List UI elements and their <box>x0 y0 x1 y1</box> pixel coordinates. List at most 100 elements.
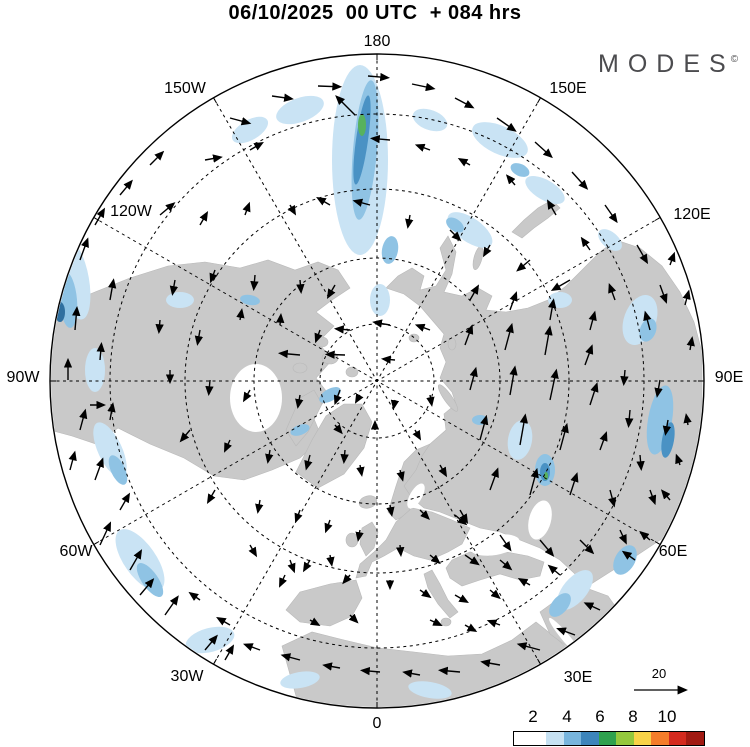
wind-arrow <box>242 201 251 216</box>
wind-arrow <box>322 662 341 671</box>
wind-arrow <box>209 269 218 284</box>
wind-arrow <box>411 82 436 92</box>
wind-arrow <box>248 544 258 558</box>
precip-patch-mid <box>446 217 464 233</box>
wind-arrow <box>326 554 335 567</box>
wind-arrow <box>486 619 501 628</box>
wind-arrow <box>516 642 541 651</box>
precip-patch-light <box>472 122 528 158</box>
wind-arrow <box>279 574 287 588</box>
sea-baltic <box>407 483 425 509</box>
boundary-tick <box>654 541 661 545</box>
colorbar-tick-label: 8 <box>628 707 638 726</box>
longitude-label-150e: 150E <box>549 80 587 97</box>
wind-arrow <box>304 454 313 471</box>
colorbar-segment <box>514 732 546 745</box>
wind-arrow <box>72 305 81 331</box>
modes-logo-text: MODES <box>598 50 735 78</box>
wind-arrow <box>549 368 559 401</box>
boundary-tick <box>537 658 541 665</box>
wind-arrow <box>155 319 164 335</box>
wind-arrow <box>683 413 692 426</box>
wind-arrow <box>580 236 591 251</box>
wind-arrow <box>504 322 514 351</box>
wind-arrow <box>335 95 356 116</box>
wind-arrow <box>599 431 608 451</box>
wind-arrow <box>309 617 321 627</box>
wind-arrow <box>667 251 676 266</box>
colorbar <box>513 731 705 746</box>
wind-arrow <box>149 150 165 166</box>
wind-arrow <box>662 419 672 436</box>
wind-arrow <box>396 469 405 482</box>
land-arctic-island <box>292 362 308 374</box>
wind-arrow <box>68 450 77 471</box>
wind-arrow <box>579 539 595 555</box>
wind-arrow <box>454 514 468 526</box>
wind-arrow <box>648 489 657 506</box>
wind-arrow <box>608 282 617 301</box>
precip-patch-mid <box>290 424 310 436</box>
wind-arrow <box>505 174 516 186</box>
wind-arrow <box>550 279 571 292</box>
boundary-tick <box>93 217 100 221</box>
longitude-label-30e: 30E <box>563 669 593 686</box>
precip-patch-light <box>370 284 390 316</box>
wind-arrow <box>224 644 235 661</box>
wind-arrow <box>372 319 391 328</box>
longitude-label-150w: 150W <box>164 80 206 97</box>
wind-arrow <box>464 324 474 346</box>
reference-arrow-value: 20 <box>651 666 667 681</box>
wind-arrow <box>412 429 422 441</box>
wind-arrow <box>457 157 471 167</box>
wind-arrow <box>79 408 88 431</box>
longitude-label-90w: 90W <box>6 369 40 386</box>
wind-arrow <box>287 559 296 574</box>
wind-arrow <box>419 589 432 599</box>
colorbar-segment <box>598 732 616 745</box>
wind-arrow <box>206 489 216 504</box>
wind-arrow <box>276 312 285 326</box>
wind-arrow <box>354 393 364 404</box>
wind-arrow <box>386 504 395 517</box>
land-severnaya <box>447 337 457 351</box>
precip-patch-mid <box>381 236 399 264</box>
longitude-label-30w: 30W <box>170 668 204 685</box>
longitude-label-60w: 60W <box>59 543 93 560</box>
wind-arrow <box>559 422 569 451</box>
sea-caspian <box>528 500 552 540</box>
wind-arrow <box>324 519 333 534</box>
wind-arrow <box>583 602 601 611</box>
land-ireland <box>345 532 359 548</box>
land-arctic-island <box>315 336 329 348</box>
wind-arrow <box>119 179 133 196</box>
land-europe <box>355 507 471 579</box>
wind-arrow <box>287 204 297 216</box>
wind-arrow <box>302 559 312 573</box>
wind-arrow <box>333 325 351 334</box>
wind-arrow <box>469 366 478 391</box>
wind-arrow <box>333 424 343 435</box>
boundary-tick <box>537 97 541 104</box>
wind-arrow <box>107 278 117 301</box>
wind-arrow <box>654 379 663 398</box>
modes-logo: MODES© <box>598 50 738 79</box>
wind-arrow <box>454 594 469 604</box>
longitude-label-60e: 60E <box>658 543 688 560</box>
precip-patch-light <box>525 176 565 204</box>
wind-arrow <box>265 449 274 464</box>
wind-arrow <box>469 284 480 301</box>
sea-hudson-bay <box>230 364 282 432</box>
wind-arrow <box>359 666 381 676</box>
wind-arrow <box>489 589 501 600</box>
colorbar-segment <box>563 732 581 745</box>
wind-arrow <box>419 509 430 520</box>
wind-arrow <box>367 72 391 82</box>
precip-patch-light <box>507 420 533 460</box>
precip-patch-mid <box>549 593 571 617</box>
wind-arrow <box>352 198 371 207</box>
wind-arrow <box>129 549 143 571</box>
wind-arrow <box>164 595 179 616</box>
precip-patch-mid <box>108 455 128 485</box>
wind-arrow <box>618 529 627 545</box>
